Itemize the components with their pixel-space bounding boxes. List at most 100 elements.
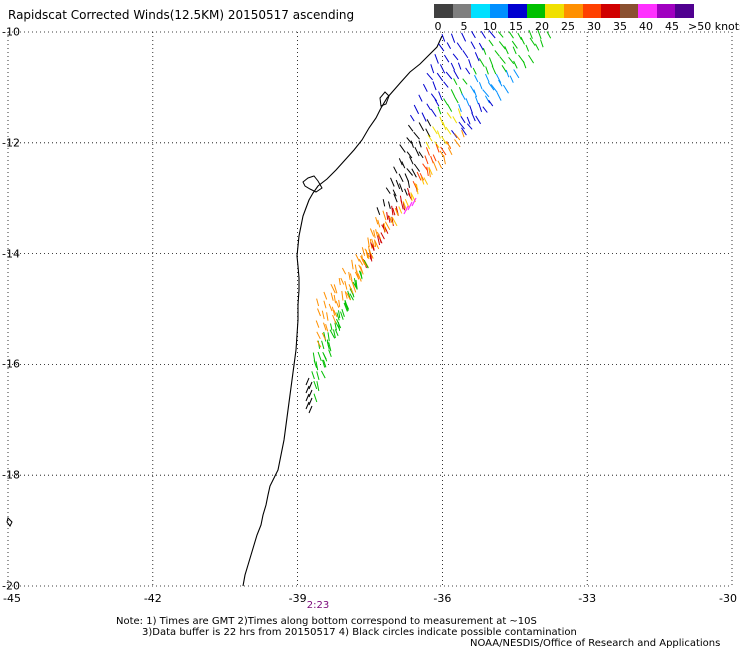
wind-barb: [442, 122, 447, 131]
wind-barb: [344, 302, 349, 312]
wind-barb: [435, 143, 440, 153]
wind-barb: [336, 312, 340, 321]
legend-swatch: [508, 4, 528, 18]
wind-barb: [406, 137, 412, 144]
legend-swatch: [619, 4, 639, 18]
wind-barb: [537, 29, 542, 40]
wind-barb: [323, 322, 327, 331]
legend-swatch: [452, 4, 472, 18]
wind-barb: [322, 359, 326, 368]
wind-barb: [338, 278, 341, 286]
coastline: [242, 35, 443, 587]
wind-barb: [380, 232, 385, 240]
wind-barb: [529, 37, 536, 46]
wind-barb: [384, 226, 389, 234]
wind-barb: [512, 46, 517, 55]
island-small: [6, 517, 13, 527]
wind-barb: [478, 82, 483, 90]
wind-barb: [305, 385, 310, 394]
time-label: 2:23: [306, 600, 330, 611]
wind-barb: [478, 58, 485, 68]
legend-unit: >50 knots: [688, 20, 740, 33]
wind-barb: [517, 32, 522, 41]
wind-barb: [348, 271, 351, 280]
wind-barb: [465, 67, 471, 75]
wind-barb: [398, 206, 403, 214]
wind-barb: [488, 99, 494, 107]
wind-barb: [505, 69, 510, 78]
wind-barb: [423, 177, 429, 185]
wind-barb: [316, 381, 320, 392]
wind-barb: [475, 115, 482, 125]
wind-barb: [474, 74, 479, 83]
wind-barb: [462, 78, 468, 85]
wind-barb: [323, 359, 327, 368]
lon-tick-label: -45: [3, 592, 21, 605]
wind-barb: [315, 320, 320, 328]
wind-barb: [311, 371, 315, 380]
wind-barb: [418, 122, 425, 132]
wind-barb: [391, 216, 394, 226]
wind-barb: [328, 303, 333, 312]
wind-barb: [461, 130, 465, 138]
wind-barb: [316, 371, 320, 381]
wind-barb: [317, 351, 322, 362]
wind-barb: [400, 199, 404, 210]
lat-tick-label: -16: [2, 357, 20, 371]
wind-barb: [305, 393, 310, 402]
wind-barb: [457, 62, 462, 70]
wind-barb: [439, 150, 445, 157]
wind-barb: [330, 323, 333, 331]
wind-barb: [399, 144, 406, 153]
wind-barb: [387, 215, 391, 223]
wind-barb: [334, 329, 339, 336]
wind-barb: [386, 212, 389, 220]
wind-barb: [374, 239, 377, 248]
wind-barb: [328, 342, 332, 352]
wind-barb: [393, 193, 398, 203]
wind-barb: [376, 231, 382, 240]
wind-barb: [330, 292, 334, 301]
wind-barb: [461, 93, 466, 100]
note-line-1: Note: 1) Times are GMT 2)Times along bot…: [116, 616, 537, 627]
wind-barb: [484, 95, 491, 104]
legend-swatch: [582, 4, 602, 18]
wind-barb: [305, 401, 310, 410]
wind-barb: [445, 141, 452, 148]
wind-barb: [525, 44, 530, 52]
wind-barb: [432, 81, 437, 91]
wind-barb: [540, 39, 544, 48]
wind-barb: [407, 193, 413, 201]
wind-barb: [428, 166, 433, 176]
credit-line: NOAA/NESDIS/Office of Research and Appli…: [470, 638, 721, 649]
wind-barb: [335, 300, 340, 308]
wind-barb: [406, 168, 413, 176]
wind-barb: [491, 65, 497, 75]
legend-swatch: [489, 4, 509, 18]
wind-barb: [471, 30, 476, 39]
wind-barb: [322, 351, 327, 360]
wind-barb: [361, 247, 366, 256]
wind-barb: [458, 121, 465, 130]
wind-barb: [333, 329, 336, 339]
wind-barb: [425, 147, 430, 156]
wind-barb: [330, 283, 336, 294]
lon-tick-label: -42: [143, 592, 162, 605]
wind-barb: [338, 310, 341, 319]
wind-barb: [385, 187, 391, 194]
wind-barb: [440, 146, 447, 156]
wind-barb: [457, 108, 462, 117]
wind-barb: [445, 71, 453, 80]
wind-barb: [504, 46, 509, 55]
wind-barb: [316, 298, 320, 307]
wind-barb: [534, 43, 540, 51]
wind-barb: [461, 127, 467, 136]
wind-barb: [488, 57, 494, 67]
lon-tick-label: -39: [288, 592, 307, 605]
wind-barb: [430, 64, 435, 74]
wind-barb: [460, 116, 466, 124]
wind-barb: [413, 163, 421, 172]
wind-speed-legend: 0 5 10 15 20 25 30 35 40 45 >50 knots: [434, 4, 740, 34]
wind-barb: [450, 33, 456, 43]
legend-swatch: [564, 4, 584, 18]
